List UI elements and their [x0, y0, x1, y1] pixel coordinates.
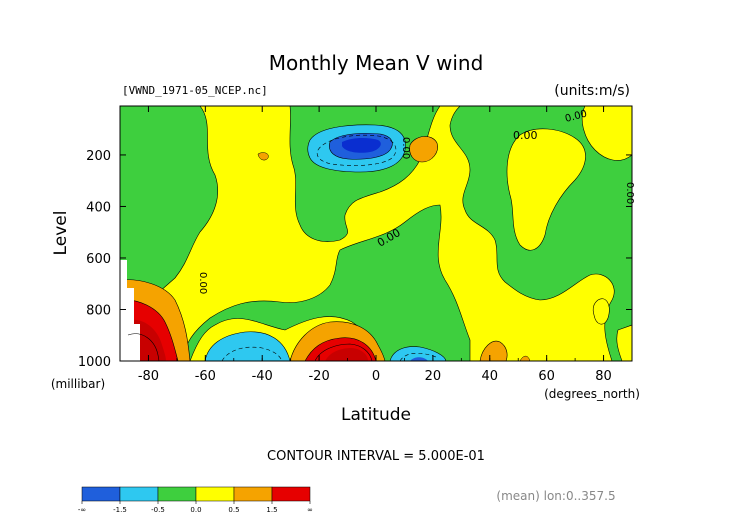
y-tick-label: 200 — [86, 149, 111, 164]
x-tick-label: 20 — [425, 369, 442, 384]
chart-title: Monthly Mean V wind — [269, 51, 484, 75]
x-tick-label: 80 — [595, 369, 612, 384]
y-axis-unit: (millibar) — [51, 377, 105, 391]
x-tick-label: -40 — [252, 369, 273, 384]
y-tick-label: 600 — [86, 252, 111, 267]
colorbar-swatch — [272, 487, 310, 501]
colorbar-swatch — [158, 487, 196, 501]
x-tick-label: 40 — [482, 369, 499, 384]
contour-label: 0.00 — [624, 182, 635, 204]
colorbar-label: -1.5 — [113, 506, 127, 514]
colorbar-label: 1.5 — [266, 506, 277, 514]
colorbar-label: 0.5 — [228, 506, 239, 514]
footer-mean-label: (mean) lon:0..357.5 — [496, 489, 615, 503]
dataset-label: [VWND_1971-05_NCEP.nc] — [122, 84, 268, 97]
y-tick-label: 400 — [86, 200, 111, 215]
colorbar-label: -0.5 — [151, 506, 165, 514]
x-tick-label: -80 — [138, 369, 159, 384]
contour-plot-area — [120, 106, 632, 361]
x-tick-label: 0 — [372, 369, 380, 384]
colorbar-label: -∞ — [78, 506, 86, 514]
units-label: (units:m/s) — [554, 83, 630, 99]
colorbar-swatch — [82, 487, 120, 501]
x-tick-label: -60 — [195, 369, 216, 384]
region-weak-positive-spot — [593, 299, 609, 324]
colorbar-swatch — [196, 487, 234, 501]
colorbar-swatch — [234, 487, 272, 501]
contour-label: 0.00 — [400, 137, 411, 159]
colorbar-label: 0.0 — [190, 506, 201, 514]
y-tick-label: 1000 — [78, 355, 111, 370]
x-axis-title: Latitude — [341, 405, 411, 425]
x-tick-label: -20 — [308, 369, 329, 384]
x-tick-label: 60 — [538, 369, 555, 384]
contour-label: 0.00 — [513, 129, 538, 142]
colorbar-swatch — [120, 487, 158, 501]
contour-label: 0.00 — [197, 272, 208, 294]
y-tick-label: 800 — [86, 303, 111, 318]
colorbar-label: ∞ — [307, 506, 313, 514]
contour-interval: CONTOUR INTERVAL = 5.000E-01 — [267, 449, 485, 464]
y-axis-title: Level — [51, 211, 71, 256]
x-axis-unit: (degrees_north) — [544, 387, 640, 401]
colorbar: -∞ -1.5 -0.5 0.0 0.5 1.5 ∞ — [78, 487, 313, 514]
